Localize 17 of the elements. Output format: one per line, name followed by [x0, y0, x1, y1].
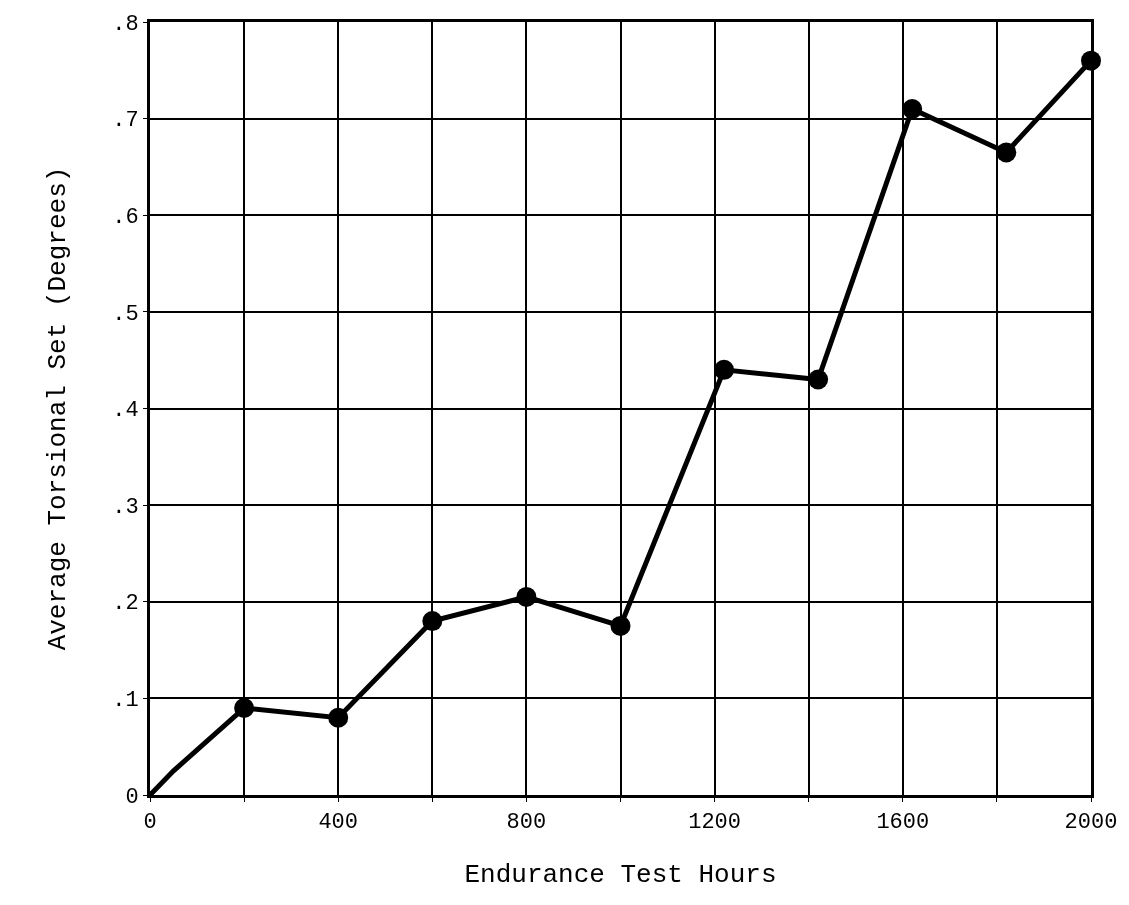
y-tick-label: .8 — [112, 11, 139, 37]
x-tick-label: 1600 — [876, 810, 930, 836]
x-tick-label: 1200 — [688, 810, 742, 836]
x-tick-label: 400 — [318, 810, 358, 836]
y-tick-label: .7 — [112, 108, 139, 134]
x-tick-label: 800 — [506, 810, 547, 836]
y-tick-label: .5 — [112, 301, 139, 327]
y-tick-label: .2 — [112, 591, 139, 617]
x-tick-label: 2000 — [1064, 810, 1118, 836]
x-tick-label: 0 — [143, 810, 157, 836]
y-tick-label: .3 — [112, 494, 139, 520]
y-tick-label: .1 — [112, 688, 139, 714]
x-axis-title: Endurance Test Hours — [464, 860, 777, 891]
y-axis-title: Average Torsional Set (Degrees) — [42, 166, 73, 651]
y-tick-label: 0 — [125, 784, 139, 810]
y-tick-label: .4 — [112, 398, 139, 424]
y-tick-label: .6 — [112, 204, 139, 230]
